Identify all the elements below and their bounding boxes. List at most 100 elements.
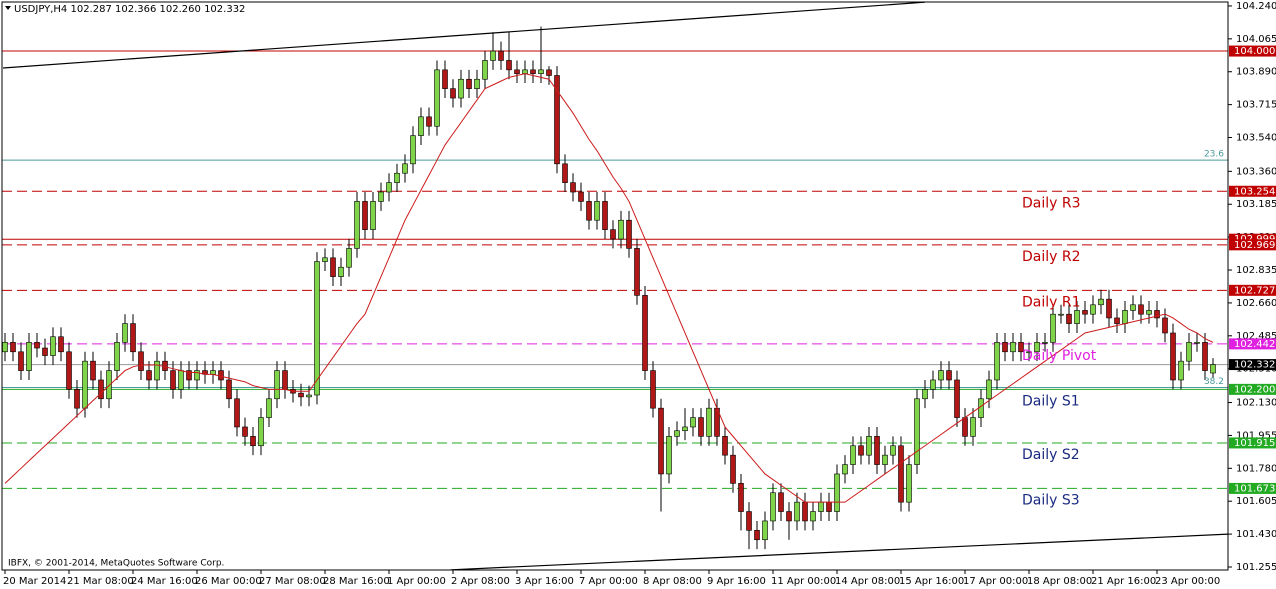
candle-body — [162, 360, 168, 371]
candle-body — [482, 60, 488, 80]
candle-body — [298, 392, 304, 398]
candle-body — [602, 201, 608, 230]
candle-body — [10, 342, 16, 353]
candle-body — [914, 398, 920, 465]
candle-body — [874, 436, 880, 465]
candle-body — [378, 191, 384, 202]
candle-body — [802, 501, 808, 522]
candle-body — [1170, 332, 1176, 381]
x-tick-label: 20 Mar 2014 — [3, 576, 66, 587]
candle-body — [18, 351, 24, 371]
candle-body — [210, 370, 216, 375]
candle-body — [794, 501, 800, 522]
candle-body — [746, 511, 752, 531]
candle-body — [1082, 310, 1088, 315]
candle-body — [394, 172, 400, 183]
candle-body — [178, 370, 184, 390]
candle-body — [386, 182, 392, 193]
candle-body — [762, 520, 768, 541]
candle-body — [458, 78, 464, 99]
candle-body — [754, 530, 760, 541]
candle-body — [138, 351, 144, 371]
price-box — [1229, 45, 1276, 57]
candle-body — [866, 436, 872, 456]
candle-body — [218, 370, 224, 381]
candle-body — [1130, 304, 1136, 311]
candle-body — [1194, 342, 1200, 344]
price-box-label: 101.673 — [1234, 483, 1275, 494]
candle-body — [1210, 364, 1216, 374]
x-tick-label: 17 Apr 00:00 — [963, 576, 1028, 587]
candle-body — [538, 69, 544, 74]
copyright: IBFX, © 2001-2014, MetaQuotes Software C… — [8, 559, 224, 569]
trendline — [2, 2, 926, 69]
candle-body — [994, 342, 1000, 381]
price-box-label: 101.915 — [1234, 438, 1275, 449]
y-tick-label: 101.255 — [1236, 562, 1276, 573]
price-box — [1229, 437, 1276, 449]
candle-body — [1106, 298, 1112, 319]
candle-body — [890, 445, 896, 456]
candle-body — [450, 88, 456, 99]
candle-body — [722, 436, 728, 456]
bid-box — [1229, 359, 1276, 371]
candle-body — [1066, 313, 1072, 324]
candle-body — [106, 370, 112, 400]
candle-body — [418, 116, 424, 136]
candle-body — [1098, 298, 1104, 306]
y-tick-label: 103.360 — [1236, 166, 1276, 177]
candle-body — [314, 261, 320, 396]
candle-body — [1162, 317, 1168, 334]
candle-body — [962, 417, 968, 437]
y-tick-label: 103.890 — [1236, 67, 1276, 78]
candle-body — [1002, 342, 1008, 353]
candle-body — [594, 201, 600, 221]
candle-body — [674, 430, 680, 437]
candle-body — [130, 323, 136, 353]
candle-body — [1074, 310, 1080, 324]
candle-body — [1154, 310, 1160, 319]
candle-body — [730, 454, 736, 484]
candle-body — [282, 370, 288, 390]
candle-body — [346, 248, 352, 268]
candle-body — [634, 248, 640, 296]
trendline — [450, 533, 1228, 570]
candle-body — [74, 389, 80, 409]
candle-body — [98, 379, 104, 400]
level-name: Daily S3 — [1022, 492, 1080, 508]
candle-body — [474, 78, 480, 89]
candle-body — [586, 201, 592, 221]
x-tick-label: 15 Apr 16:00 — [899, 576, 964, 587]
plot-area — [2, 2, 1228, 570]
price-box — [1229, 284, 1276, 296]
candle-body — [434, 69, 440, 127]
candle-body — [242, 426, 248, 437]
candle-body — [562, 163, 568, 183]
y-tick-label: 101.605 — [1236, 496, 1276, 507]
candle-body — [122, 323, 128, 343]
x-tick-label: 26 Mar 00:00 — [195, 576, 262, 587]
candle-body — [82, 360, 88, 409]
price-box — [1229, 338, 1276, 350]
candle-body — [882, 454, 888, 465]
x-tick-label: 21 Mar 08:00 — [67, 576, 134, 587]
candle-body — [1186, 342, 1192, 362]
candle-body — [514, 69, 520, 74]
y-tick-label: 102.485 — [1236, 331, 1276, 342]
candle-body — [1026, 351, 1032, 354]
x-tick-label: 18 Apr 08:00 — [1027, 576, 1092, 587]
candle-body — [330, 257, 336, 277]
x-tick-label: 7 Apr 00:00 — [579, 576, 638, 587]
x-tick-label: 24 Mar 16:00 — [131, 576, 198, 587]
price-box — [1229, 239, 1276, 251]
candle-body — [338, 266, 344, 277]
y-tick-label: 101.430 — [1236, 529, 1276, 540]
candle-body — [226, 379, 232, 400]
candle-body — [1178, 360, 1184, 381]
candle-body — [1018, 342, 1024, 353]
candle-body — [1042, 342, 1048, 344]
x-tick-label: 9 Apr 16:00 — [707, 576, 766, 587]
price-box-label: 102.200 — [1234, 384, 1275, 395]
candle-body — [1202, 342, 1208, 371]
candle-body — [834, 473, 840, 512]
